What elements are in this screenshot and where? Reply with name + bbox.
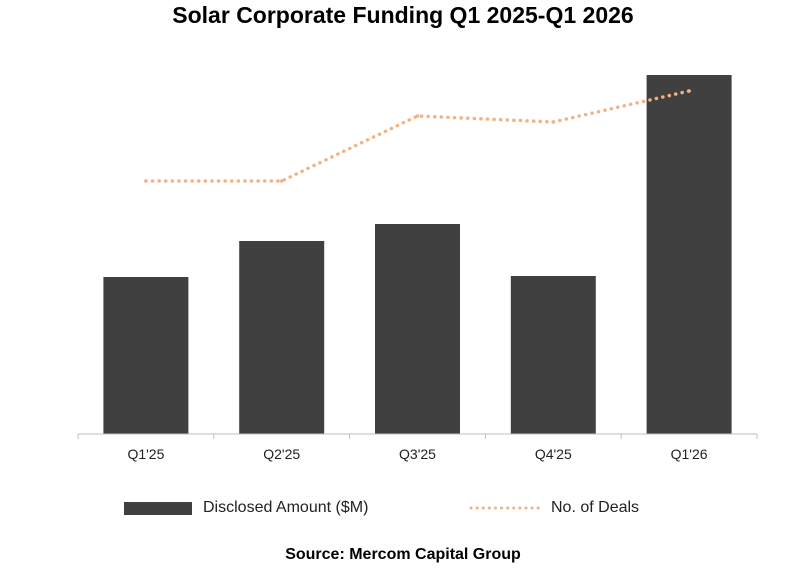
x-tick-label-3: Q4'25 (535, 446, 572, 462)
deals-point-1 (279, 179, 284, 183)
x-tick-label-2: Q3'25 (399, 446, 436, 462)
deals-point-0 (144, 179, 148, 183)
bar-3 (510, 276, 596, 434)
deals-point-3 (551, 120, 556, 124)
chart-plot-area: Q1'25 Q2'25 Q3'25 Q4'25 Q1'26 (77, 75, 758, 462)
legend-item-deals: No. of Deals (469, 496, 639, 520)
x-tick-label-1: Q2'25 (263, 446, 300, 462)
x-tick-label-0: Q1'25 (127, 446, 164, 462)
bar-0 (103, 277, 189, 434)
legend-swatch-bar (124, 501, 192, 515)
x-tick-label-4: Q1'26 (671, 446, 708, 462)
legend-swatch-line (469, 506, 541, 510)
deals-point-4 (687, 89, 691, 93)
chart-legend: Disclosed Amount ($M) No. of Deals (0, 496, 806, 520)
chart-source: Source: Mercom Capital Group (285, 546, 521, 563)
legend-label-amount: Disclosed Amount ($M) (203, 499, 369, 516)
chart-title: Solar Corporate Funding Q1 2025-Q1 2026 (172, 2, 634, 28)
bar-4 (646, 75, 732, 434)
bar-1 (239, 241, 325, 434)
bar-2 (375, 224, 460, 434)
legend-item-amount: Disclosed Amount ($M) (124, 496, 368, 520)
deals-point-2 (415, 114, 420, 118)
line-series-deals (144, 89, 691, 183)
legend-label-deals: No. of Deals (551, 499, 640, 516)
